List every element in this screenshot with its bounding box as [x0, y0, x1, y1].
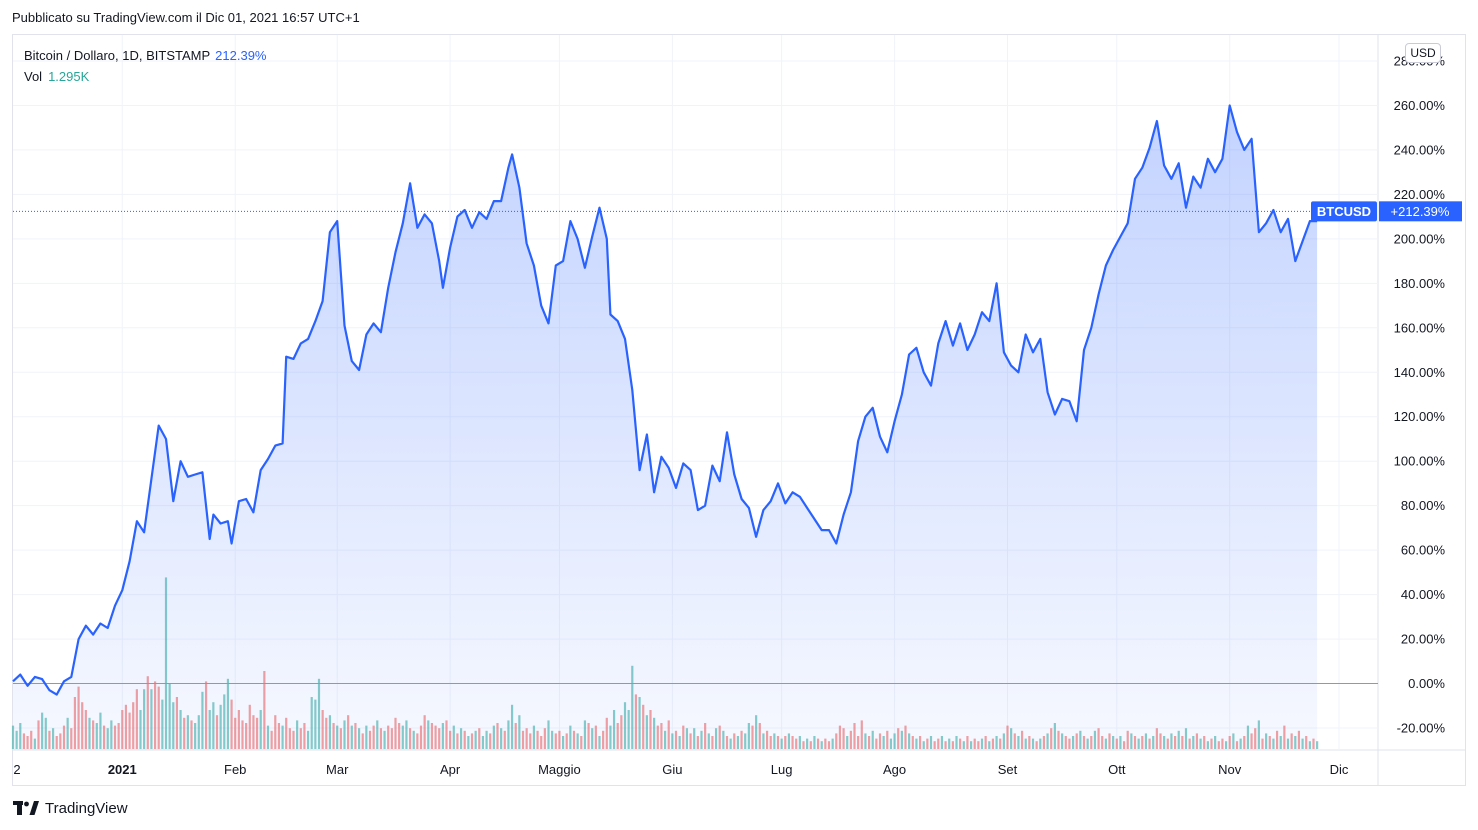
last-value-labels: BTCUSD +212.39% — [13, 201, 1462, 222]
y-tick-label: 60.00% — [1401, 543, 1446, 558]
y-tick-label: 220.00% — [1394, 187, 1446, 202]
x-tick-label: Feb — [224, 762, 246, 777]
chart-frame — [12, 34, 1466, 786]
x-tick-label: Ott — [1108, 762, 1126, 777]
y-tick-label: 260.00% — [1394, 98, 1446, 113]
price-axis: 280.00%260.00%240.00%220.00%200.00%180.0… — [1394, 54, 1446, 736]
x-tick-label: 2 — [13, 762, 20, 777]
last-value-label-bg — [1379, 201, 1462, 222]
x-tick-label: Maggio — [538, 762, 581, 777]
price-line — [12, 104, 1318, 696]
y-tick-label: 100.00% — [1394, 454, 1446, 469]
brand-name: TradingView — [45, 799, 128, 817]
brand-footer[interactable]: TradingView — [13, 797, 128, 819]
time-axis: 2 2021 Feb Mar Apr Maggio Giu Lug Ago Set Ott Nov Di… — [13, 762, 1349, 777]
published-info: Pubblicato su TradingView.com il Dic 01,… — [12, 10, 360, 25]
y-tick-label: 120.00% — [1394, 409, 1446, 424]
x-tick-label: Apr — [440, 762, 461, 777]
symbol-label-bg — [1311, 201, 1377, 222]
x-tick-label: Ago — [883, 762, 906, 777]
area-layer — [12, 104, 1378, 750]
currency-button[interactable]: USD — [1405, 43, 1441, 63]
chart-legend: Bitcoin / Dollaro, 1D, BITSTAMP 212.39% V… — [24, 45, 266, 87]
price-area-fill — [13, 105, 1318, 750]
x-tick-label: Set — [998, 762, 1018, 777]
x-tick-label: Dic — [1330, 762, 1349, 777]
symbol-title[interactable]: Bitcoin / Dollaro, 1D, BITSTAMP — [24, 48, 211, 63]
y-tick-label: 180.00% — [1394, 276, 1446, 291]
volume-label[interactable]: Vol — [24, 69, 43, 84]
y-tick-label: -20.00% — [1397, 721, 1446, 736]
y-tick-label: 80.00% — [1401, 498, 1446, 513]
y-tick-label: 160.00% — [1394, 320, 1446, 335]
y-tick-label: 0.00% — [1408, 676, 1445, 691]
last-value-label: +212.39% — [1391, 204, 1450, 219]
y-tick-label: 140.00% — [1394, 365, 1446, 380]
volume-bar — [1316, 741, 1319, 749]
volume-value: 1.295K — [48, 69, 90, 84]
x-tick-label: Mar — [326, 762, 349, 777]
y-tick-label: 40.00% — [1401, 587, 1446, 602]
y-tick-label: 240.00% — [1394, 142, 1446, 157]
y-tick-label: 20.00% — [1401, 632, 1446, 647]
symbol-change: 212.39% — [215, 48, 267, 63]
x-tick-label: 2021 — [108, 762, 137, 777]
y-tick-label: 200.00% — [1394, 231, 1446, 246]
symbol-label: BTCUSD — [1317, 204, 1371, 219]
tradingview-logo-icon — [13, 801, 39, 815]
x-tick-label: Nov — [1218, 762, 1242, 777]
x-tick-label: Giu — [662, 762, 682, 777]
x-tick-label: Lug — [771, 762, 793, 777]
